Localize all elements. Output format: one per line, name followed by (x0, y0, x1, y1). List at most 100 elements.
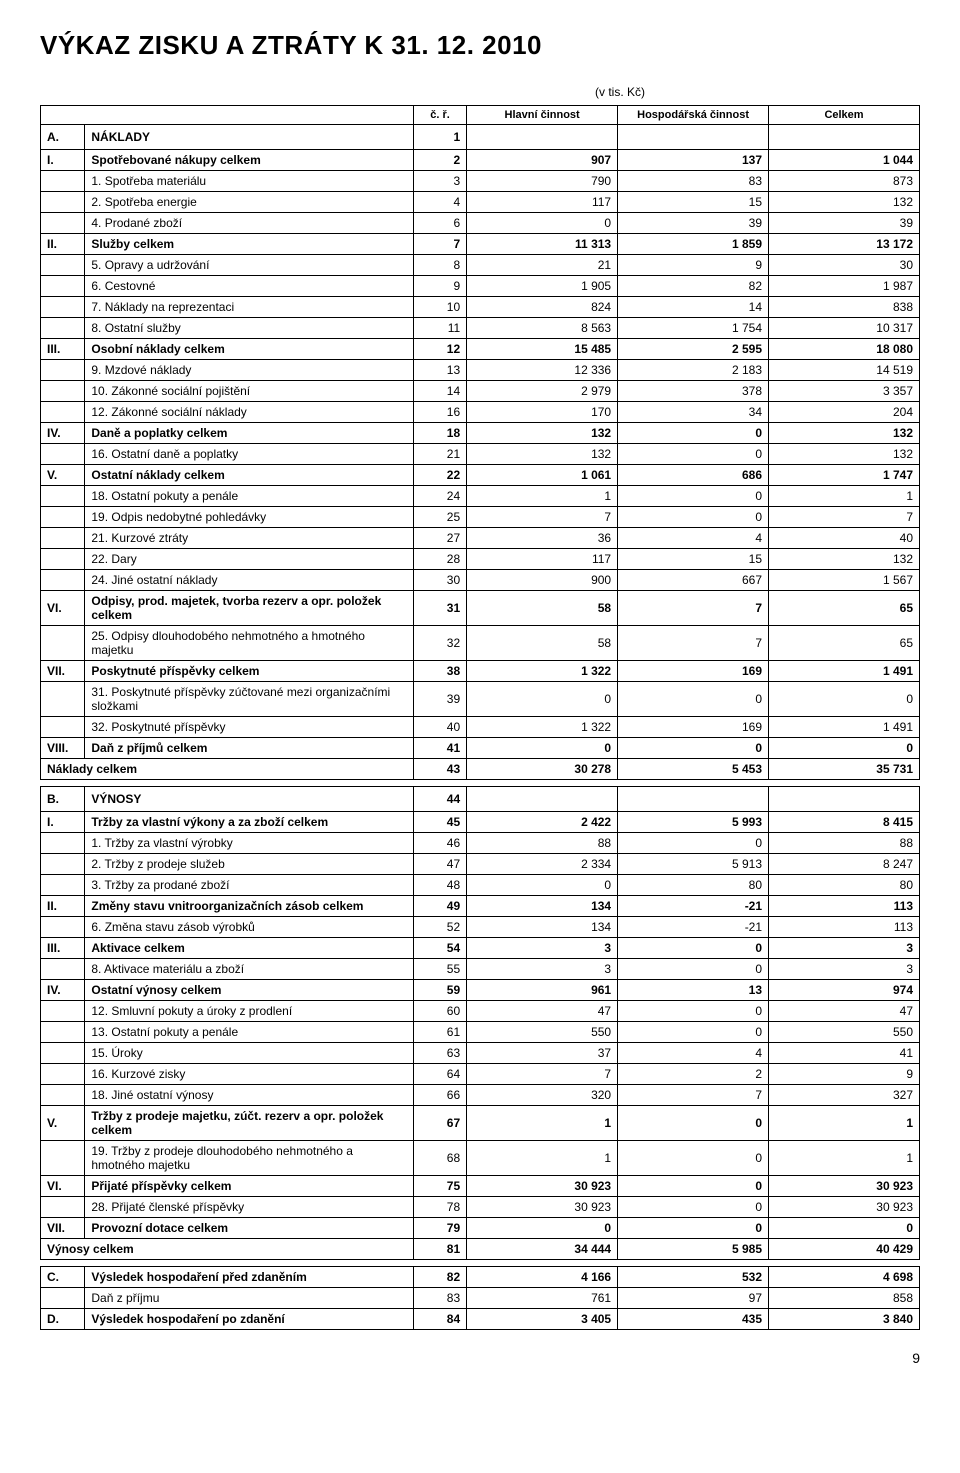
row-number: 9 (413, 276, 466, 297)
val-econ: 5 993 (618, 812, 769, 833)
val-main: 320 (467, 1085, 618, 1106)
row-label: Daň z příjmů celkem (85, 738, 414, 759)
table-row: III.Osobní náklady celkem1215 4852 59518… (41, 339, 920, 360)
table-row: 8. Ostatní služby118 5631 75410 317 (41, 318, 920, 339)
val-econ: 686 (618, 465, 769, 486)
val-econ: -21 (618, 896, 769, 917)
val-main: 1 (467, 1106, 618, 1141)
val-main: 7 (467, 1064, 618, 1085)
val-main: 36 (467, 528, 618, 549)
val-econ: 0 (618, 833, 769, 854)
val-total: 873 (769, 171, 920, 192)
row-number: 16 (413, 402, 466, 423)
val-main: 0 (467, 213, 618, 234)
row-number: 38 (413, 661, 466, 682)
val-econ: 435 (618, 1309, 769, 1330)
row-label: 4. Prodané zboží (85, 213, 414, 234)
row-number: 7 (413, 234, 466, 255)
val-total: 113 (769, 896, 920, 917)
table-row: 21. Kurzové ztráty2736440 (41, 528, 920, 549)
val-econ: 2 183 (618, 360, 769, 381)
val-econ: 532 (618, 1267, 769, 1288)
row-label: Tržby za vlastní výkony a za zboží celke… (85, 812, 414, 833)
val-total: 80 (769, 875, 920, 896)
table-row: 12. Zákonné sociální náklady1617034204 (41, 402, 920, 423)
table-row: 6. Cestovné91 905821 987 (41, 276, 920, 297)
row-label: Změny stavu vnitroorganizačních zásob ce… (85, 896, 414, 917)
row-code (41, 1022, 85, 1043)
table-row: 25. Odpisy dlouhodobého nehmotného a hmo… (41, 626, 920, 661)
row-label: 28. Přijaté členské příspěvky (85, 1197, 414, 1218)
table-row: 16. Ostatní daně a poplatky211320132 (41, 444, 920, 465)
table-row: 2. Tržby z prodeje služeb472 3345 9138 2… (41, 854, 920, 875)
row-label: 13. Ostatní pokuty a penále (85, 1022, 414, 1043)
row-number: 25 (413, 507, 466, 528)
val-main: 30 923 (467, 1176, 618, 1197)
val-main: 1 061 (467, 465, 618, 486)
row-number: 81 (413, 1239, 466, 1260)
val-total: 327 (769, 1085, 920, 1106)
row-label: 16. Kurzové zisky (85, 1064, 414, 1085)
val-econ: 0 (618, 1106, 769, 1141)
row-code (41, 959, 85, 980)
val-main: 11 313 (467, 234, 618, 255)
row-label: Tržby z prodeje majetku, zúčt. rezerv a … (85, 1106, 414, 1141)
row-number: 21 (413, 444, 466, 465)
row-code: II. (41, 896, 85, 917)
table-row: C.Výsledek hospodaření před zdaněním824 … (41, 1267, 920, 1288)
col-label (41, 106, 414, 125)
row-number: 52 (413, 917, 466, 938)
val-main: 2 334 (467, 854, 618, 875)
financial-table: č. ř. Hlavní činnost Hospodářská činnost… (40, 105, 920, 1330)
row-code: V. (41, 1106, 85, 1141)
val-main: 170 (467, 402, 618, 423)
val-main: 3 405 (467, 1309, 618, 1330)
col-econ: Hospodářská činnost (618, 106, 769, 125)
val-total: 1 491 (769, 661, 920, 682)
val-econ: 15 (618, 549, 769, 570)
val-econ: 14 (618, 297, 769, 318)
val-main: 550 (467, 1022, 618, 1043)
row-label: 18. Jiné ostatní výnosy (85, 1085, 414, 1106)
row-number: 55 (413, 959, 466, 980)
val-main: 961 (467, 980, 618, 1001)
row-code (41, 1288, 85, 1309)
table-row (41, 780, 920, 787)
val-econ: 13 (618, 980, 769, 1001)
row-number: 8 (413, 255, 466, 276)
table-row: 19. Odpis nedobytné pohledávky25707 (41, 507, 920, 528)
val-total (769, 787, 920, 812)
row-code (41, 1197, 85, 1218)
table-row: 1. Spotřeba materiálu379083873 (41, 171, 920, 192)
row-number: 59 (413, 980, 466, 1001)
val-main: 30 278 (467, 759, 618, 780)
val-total: 550 (769, 1022, 920, 1043)
val-econ: 0 (618, 1001, 769, 1022)
table-row: 28. Přijaté členské příspěvky7830 923030… (41, 1197, 920, 1218)
row-number: 68 (413, 1141, 466, 1176)
table-row: VI.Přijaté příspěvky celkem7530 923030 9… (41, 1176, 920, 1197)
val-econ: 0 (618, 1218, 769, 1239)
table-row: 8. Aktivace materiálu a zboží55303 (41, 959, 920, 980)
row-label: 19. Tržby z prodeje dlouhodobého nehmotn… (85, 1141, 414, 1176)
row-code (41, 875, 85, 896)
val-econ: 169 (618, 661, 769, 682)
row-number: 27 (413, 528, 466, 549)
val-total: 3 (769, 938, 920, 959)
row-label: 8. Ostatní služby (85, 318, 414, 339)
row-code (41, 192, 85, 213)
val-total: 30 923 (769, 1176, 920, 1197)
row-label: 31. Poskytnuté příspěvky zúčtované mezi … (85, 682, 414, 717)
val-main: 30 923 (467, 1197, 618, 1218)
row-label: Spotřebované nákupy celkem (85, 150, 414, 171)
val-total: 8 415 (769, 812, 920, 833)
row-number: 1 (413, 125, 466, 150)
table-row: IV.Ostatní výnosy celkem5996113974 (41, 980, 920, 1001)
table-row: V.Tržby z prodeje majetku, zúčt. rezerv … (41, 1106, 920, 1141)
row-code: D. (41, 1309, 85, 1330)
table-row: VII.Poskytnuté příspěvky celkem381 32216… (41, 661, 920, 682)
row-code (41, 833, 85, 854)
table-row: 32. Poskytnuté příspěvky401 3221691 491 (41, 717, 920, 738)
row-label: 16. Ostatní daně a poplatky (85, 444, 414, 465)
row-number: 39 (413, 682, 466, 717)
